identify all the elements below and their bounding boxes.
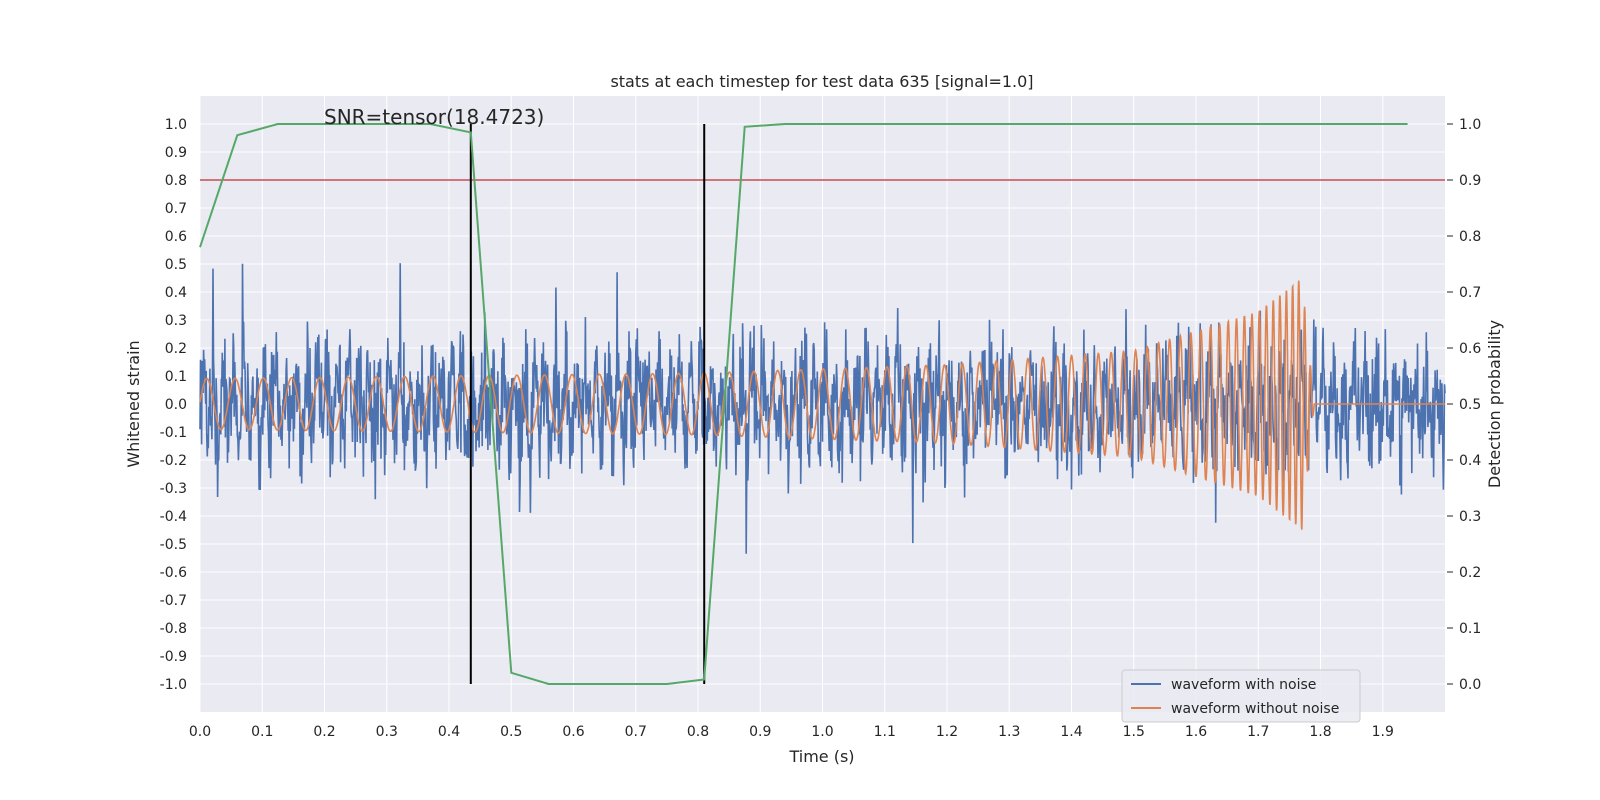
y-tick-label: 0.4 bbox=[165, 285, 187, 301]
snr-annotation: SNR=tensor(18.4723) bbox=[324, 105, 544, 129]
y-tick-label: 0.0 bbox=[165, 397, 187, 413]
y-tick-label: -0.1 bbox=[160, 425, 187, 441]
x-tick-label: 1.5 bbox=[1123, 724, 1145, 740]
series-waveform-with-noise bbox=[199, 263, 1446, 554]
x-tick-label: 0.3 bbox=[376, 724, 398, 740]
series-detection-probability bbox=[199, 123, 1408, 685]
y-tick-label: 0.7 bbox=[165, 201, 187, 217]
y-tick-label: -0.8 bbox=[160, 621, 187, 637]
x-axis-label: Time (s) bbox=[788, 747, 854, 766]
x-tick-label: 1.7 bbox=[1247, 724, 1269, 740]
y-tick-label: -0.9 bbox=[160, 649, 187, 665]
x-tick-label: 0.6 bbox=[562, 724, 584, 740]
x-tick-label: 0.4 bbox=[438, 724, 460, 740]
legend: waveform with noise waveform without noi… bbox=[1121, 669, 1361, 723]
y-tick-label: 0.1 bbox=[165, 369, 187, 385]
y2-tick-label: 0.1 bbox=[1459, 621, 1481, 637]
y-tick-label: 0.8 bbox=[165, 173, 187, 189]
y-tick-label: 1.0 bbox=[165, 117, 187, 133]
tick-labels: 0.0 0.1 0.2 0.3 0.4 0.5 0.6 0.7 0.8 0.9 1.0 1.1 1.2 1… bbox=[160, 117, 1482, 740]
y-tick-label: -0.2 bbox=[160, 453, 187, 469]
y-tick-label: -0.4 bbox=[160, 509, 187, 525]
y-tick-label: -0.5 bbox=[160, 537, 187, 553]
noisy-waveform-line bbox=[199, 263, 1446, 554]
y-tick-label: 0.2 bbox=[165, 341, 187, 357]
y2-tick-label: 0.4 bbox=[1459, 453, 1481, 469]
overlay-lines bbox=[200, 124, 1445, 684]
x-tick-label: 0.8 bbox=[687, 724, 709, 740]
x-tick-label: 0.2 bbox=[313, 724, 335, 740]
x-tick-label: 0.7 bbox=[625, 724, 647, 740]
detection-probability-line bbox=[199, 123, 1408, 685]
y2-axis-label: Detection probability bbox=[1485, 320, 1504, 488]
y-axis-label: Whitened strain bbox=[124, 340, 143, 467]
x-tick-label: 1.9 bbox=[1372, 724, 1394, 740]
x-tick-label: 1.1 bbox=[874, 724, 896, 740]
x-tick-label: 1.0 bbox=[811, 724, 833, 740]
y2-tick-label: 1.0 bbox=[1459, 117, 1481, 133]
x-tick-label: 1.4 bbox=[1060, 724, 1082, 740]
y-tick-label: 0.3 bbox=[165, 313, 187, 329]
y-tick-label: 0.6 bbox=[165, 229, 187, 245]
y-tick-label: -0.6 bbox=[160, 565, 187, 581]
x-tick-label: 0.1 bbox=[251, 724, 273, 740]
x-tick-label: 1.8 bbox=[1309, 724, 1331, 740]
y-tick-label: 0.5 bbox=[165, 257, 187, 273]
y2-tick-label: 0.0 bbox=[1459, 677, 1481, 693]
x-tick-label: 0.5 bbox=[500, 724, 522, 740]
legend-box bbox=[1121, 669, 1361, 723]
x-tick-label: 1.3 bbox=[998, 724, 1020, 740]
x-tick-label: 1.6 bbox=[1185, 724, 1207, 740]
y2-tick-label: 0.3 bbox=[1459, 509, 1481, 525]
x-tick-label: 1.2 bbox=[936, 724, 958, 740]
y-tick-label: -0.7 bbox=[160, 593, 187, 609]
legend-label-clean: waveform without noise bbox=[1171, 701, 1339, 717]
y-tick-label: -0.3 bbox=[160, 481, 187, 497]
y2-tick-label: 0.7 bbox=[1459, 285, 1481, 301]
chart-title: stats at each timestep for test data 635… bbox=[610, 72, 1033, 91]
y2-tick-label: 0.8 bbox=[1459, 229, 1481, 245]
y2-tick-label: 0.2 bbox=[1459, 565, 1481, 581]
y2-tick-label: 0.5 bbox=[1459, 397, 1481, 413]
y-tick-label: -1.0 bbox=[160, 677, 187, 693]
y2-tick-label: 0.6 bbox=[1459, 341, 1481, 357]
series-waveform-without-noise bbox=[199, 280, 1445, 530]
x-tick-label: 0.9 bbox=[749, 724, 771, 740]
y2-tick-label: 0.9 bbox=[1459, 173, 1481, 189]
clean-waveform-line bbox=[199, 280, 1445, 530]
y-tick-label: 0.9 bbox=[165, 145, 187, 161]
legend-label-noise: waveform with noise bbox=[1171, 677, 1316, 693]
x-tick-label: 0.0 bbox=[189, 724, 211, 740]
